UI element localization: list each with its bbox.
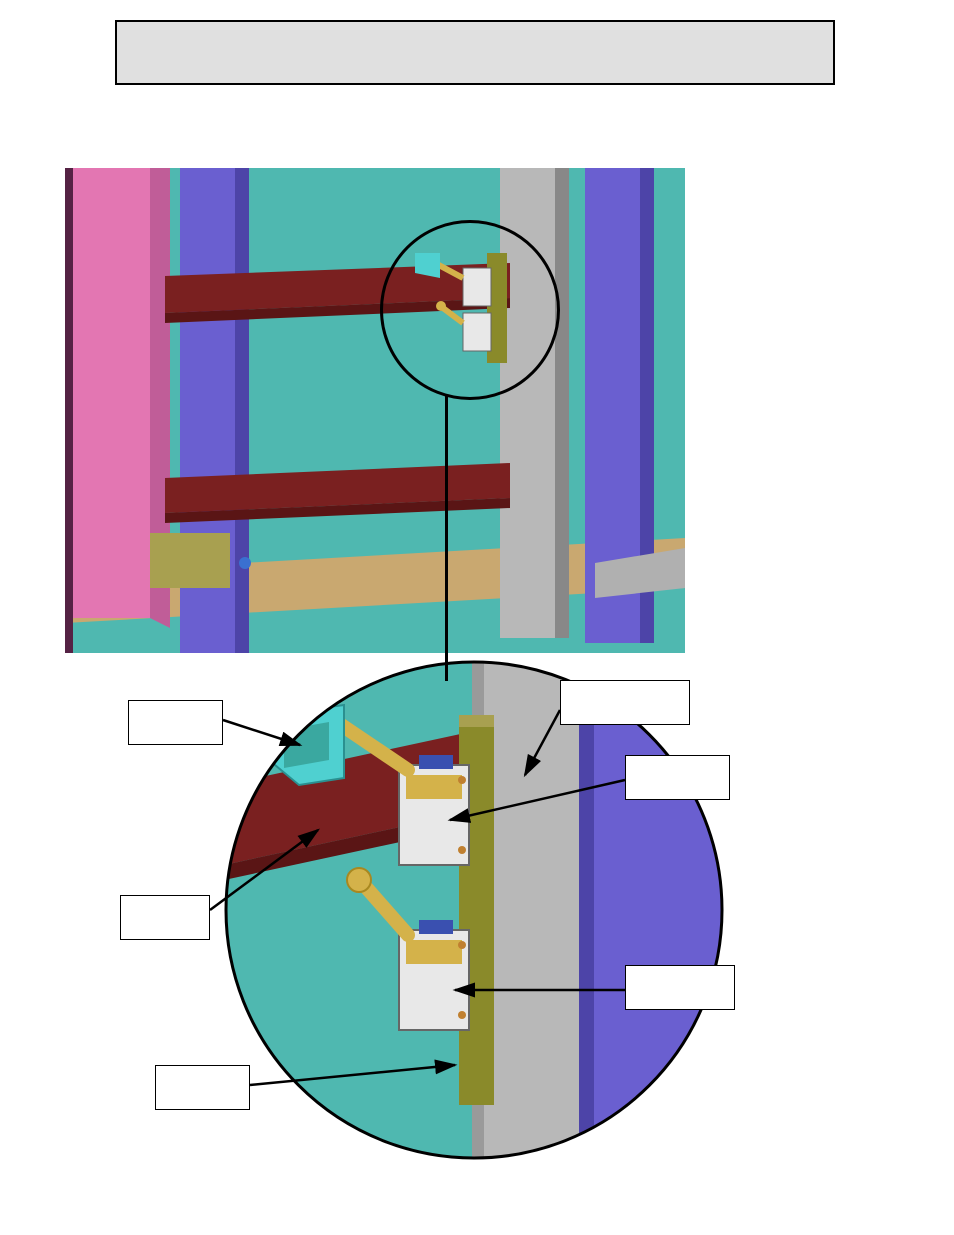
callout-label-1 [128, 700, 223, 745]
detail-zoom-figure [224, 660, 724, 1160]
callout-label-4 [120, 895, 210, 940]
callout-label-2 [560, 680, 690, 725]
section-title-bar [115, 20, 835, 85]
context-figure [65, 168, 685, 653]
callout-label-3 [625, 755, 730, 800]
detail-connector-line [445, 396, 448, 681]
detail-highlight-circle [380, 220, 560, 400]
callout-label-6 [155, 1065, 250, 1110]
callout-label-5 [625, 965, 735, 1010]
